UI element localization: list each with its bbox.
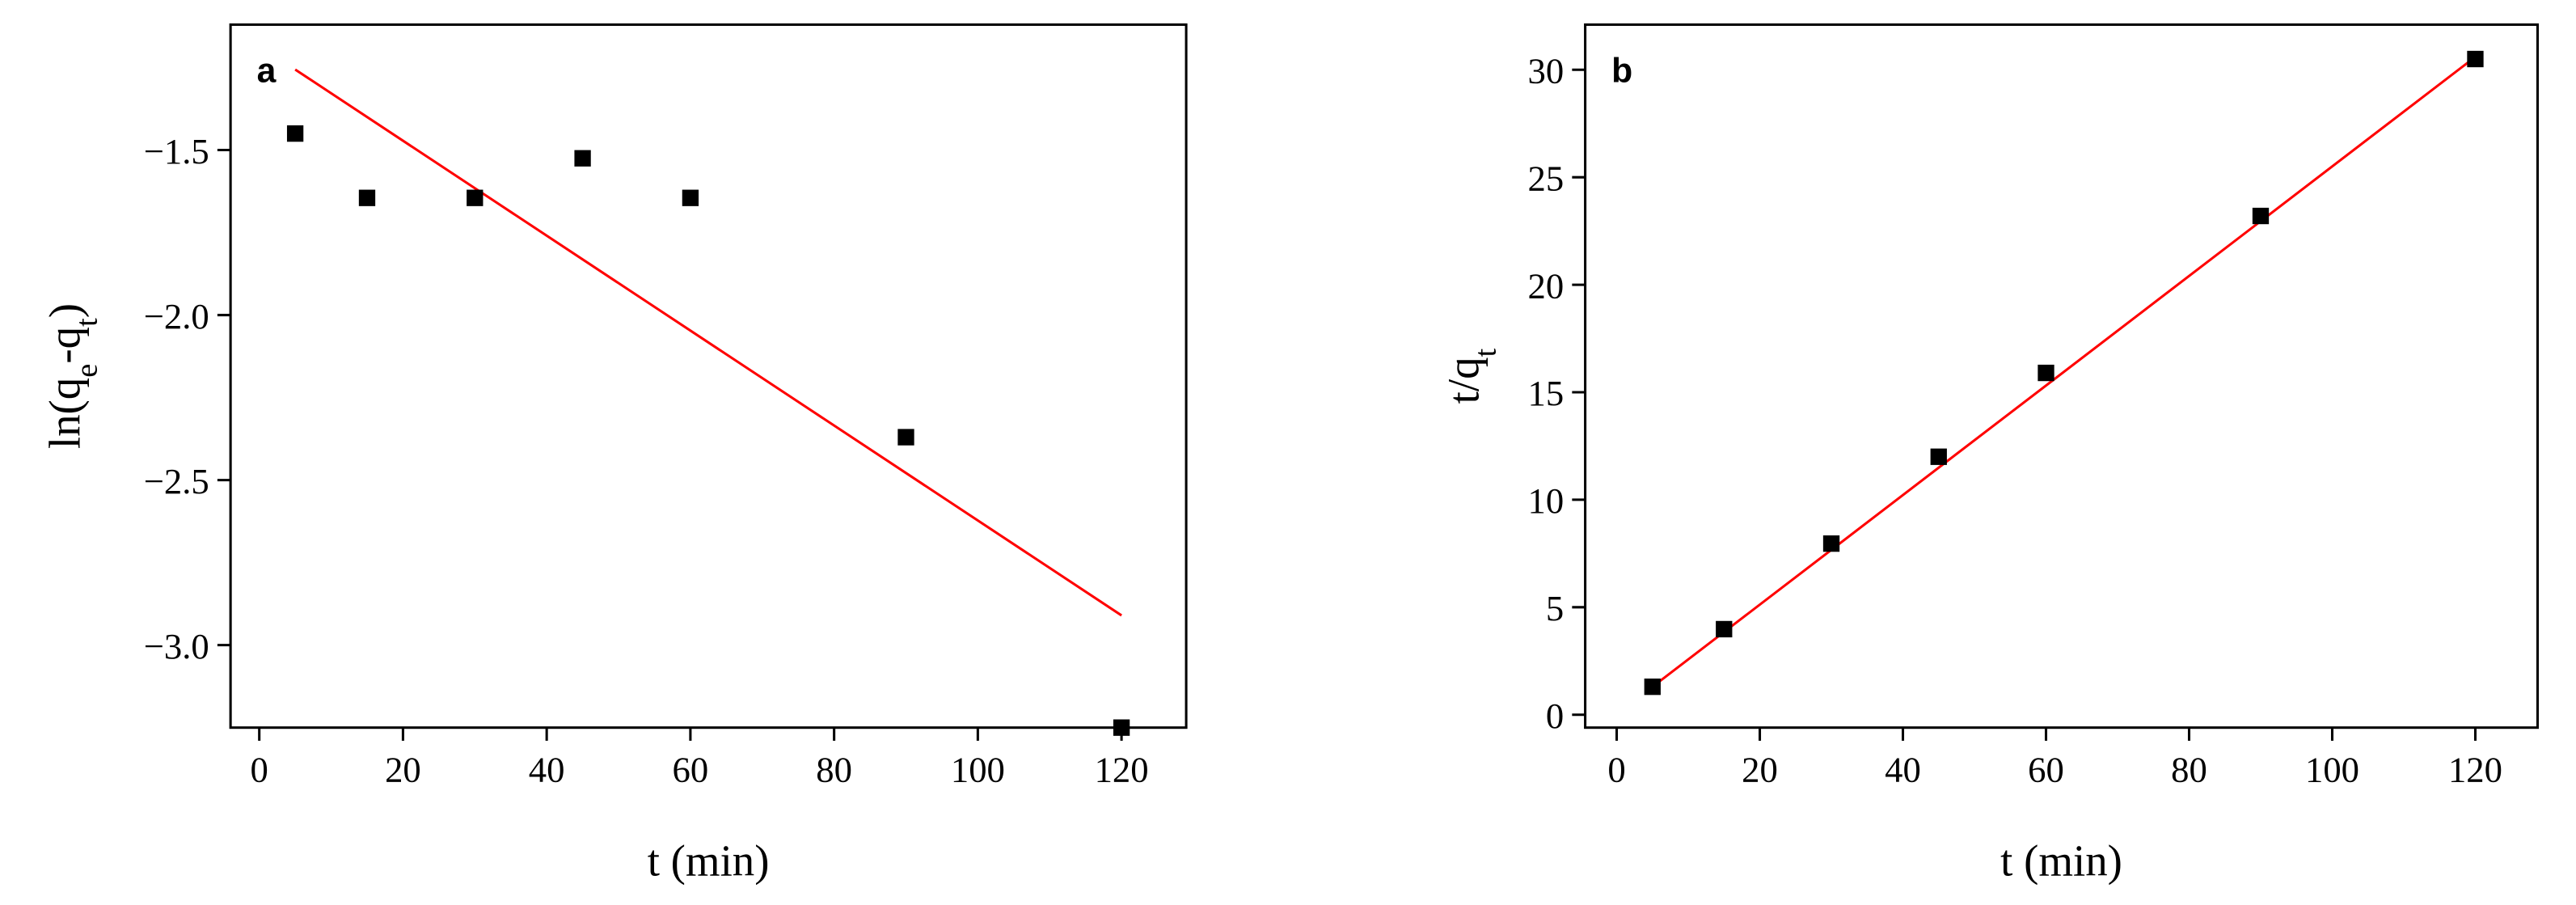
- x-tick-label: 80: [2171, 750, 2207, 790]
- data-point: [2038, 364, 2054, 382]
- x-tick-label: 100: [951, 750, 1005, 790]
- data-point: [1644, 679, 1661, 696]
- y-tick-label: 5: [1546, 588, 1564, 628]
- y-axis-label-part: t/q: [1439, 357, 1489, 404]
- y-tick-label: 20: [1528, 265, 1565, 306]
- y-tick-label: 0: [1546, 696, 1564, 736]
- x-tick-label: 40: [1885, 750, 1921, 790]
- x-axis-label: t (min): [2000, 835, 2122, 885]
- x-tick-label: 20: [1742, 750, 1778, 790]
- x-axis-label: t (min): [648, 835, 770, 885]
- y-tick-label: 15: [1528, 373, 1565, 413]
- panel-label: b: [1611, 52, 1632, 91]
- fit-line: [294, 68, 1122, 617]
- y-axis-label-part: t: [1469, 348, 1503, 357]
- y-tick-label: 30: [1528, 51, 1565, 91]
- x-tick-label: 60: [673, 750, 709, 790]
- data-point: [2467, 50, 2484, 68]
- y-tick-label: −3.0: [144, 626, 209, 666]
- y-tick-label: −2.0: [144, 296, 209, 336]
- data-point: [358, 189, 376, 206]
- fit-line: [1651, 56, 2477, 688]
- plot-frame: [1584, 23, 2540, 729]
- data-point: [286, 125, 304, 142]
- y-tick-label: 25: [1528, 158, 1565, 198]
- y-axis-label-part: -q: [40, 327, 89, 364]
- x-tick-label: 120: [2448, 750, 2502, 790]
- y-axis-label-part: ): [40, 303, 89, 318]
- data-point: [1716, 620, 1733, 638]
- data-point: [2252, 207, 2270, 225]
- data-point: [682, 189, 699, 206]
- x-tick-label: 80: [816, 750, 852, 790]
- x-tick-label: 120: [1095, 750, 1149, 790]
- data-point: [1930, 448, 1947, 465]
- x-tick-label: 0: [251, 750, 268, 790]
- y-axis-label: ln(qe-qt): [40, 303, 103, 449]
- y-tick-label: 10: [1528, 480, 1565, 521]
- x-tick-label: 60: [2028, 750, 2064, 790]
- x-tick-label: 20: [385, 750, 421, 790]
- data-point: [897, 429, 914, 446]
- x-tick-label: 0: [1607, 750, 1625, 790]
- data-point: [1822, 535, 1840, 552]
- data-point: [574, 150, 591, 167]
- data-point: [1113, 719, 1130, 736]
- plot-frame: [229, 23, 1188, 729]
- y-tick-label: −1.5: [144, 131, 209, 171]
- x-tick-label: 40: [529, 750, 565, 790]
- y-axis-label-part: e: [70, 364, 103, 378]
- y-axis-label: t/qt: [1439, 348, 1503, 404]
- y-axis-label-part: ln(q: [40, 378, 89, 449]
- y-tick-label: −2.5: [144, 461, 209, 501]
- x-tick-label: 100: [2305, 750, 2359, 790]
- y-axis-label-part: t: [70, 318, 103, 327]
- panel-label: a: [257, 52, 277, 91]
- data-point: [467, 189, 484, 206]
